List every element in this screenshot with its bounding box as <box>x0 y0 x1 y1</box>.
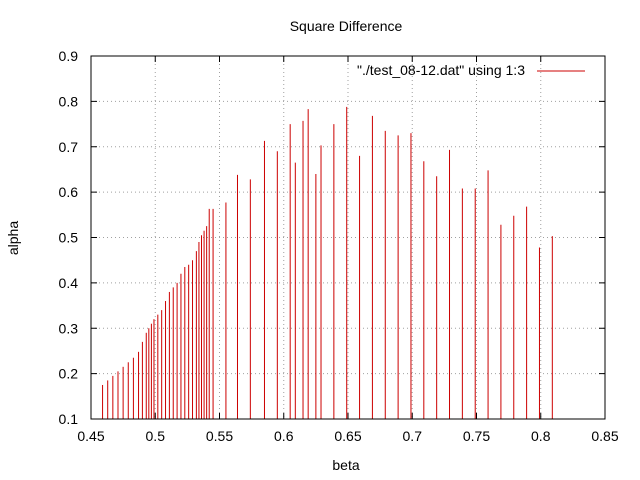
axis-ticks: 0.45 0.5 0.55 0.6 0.65 0.7 0.75 0.8 0.85 0.1 0.2 0.… <box>59 48 619 444</box>
grid-lines <box>91 56 605 419</box>
y-tick-label: 0.8 <box>59 93 79 109</box>
x-tick-label: 0.45 <box>77 428 104 444</box>
y-tick-label: 0.3 <box>59 320 79 336</box>
chart-title: Square Difference <box>290 18 403 34</box>
y-tick-label: 0.5 <box>59 230 79 246</box>
legend-label: "./test_08-12.dat" using 1:3 <box>357 62 525 78</box>
x-axis-title: beta <box>332 457 359 473</box>
x-tick-label: 0.7 <box>403 428 423 444</box>
y-tick-label: 0.4 <box>59 275 79 291</box>
x-tick-label: 0.65 <box>334 428 361 444</box>
y-tick-label: 0.9 <box>59 48 79 64</box>
y-tick-label: 0.6 <box>59 184 79 200</box>
y-tick-label: 0.1 <box>59 411 79 427</box>
y-tick-label: 0.7 <box>59 139 79 155</box>
x-tick-label: 0.6 <box>274 428 294 444</box>
x-tick-label: 0.5 <box>146 428 166 444</box>
plot-border <box>90 55 606 420</box>
y-tick-label: 0.2 <box>59 366 79 382</box>
impulse-series <box>102 106 553 419</box>
x-tick-label: 0.75 <box>463 428 490 444</box>
legend: "./test_08-12.dat" using 1:3 <box>357 62 585 78</box>
x-tick-label: 0.85 <box>591 428 618 444</box>
x-tick-label: 0.8 <box>531 428 551 444</box>
y-axis-title: alpha <box>5 221 21 255</box>
x-tick-label: 0.55 <box>206 428 233 444</box>
